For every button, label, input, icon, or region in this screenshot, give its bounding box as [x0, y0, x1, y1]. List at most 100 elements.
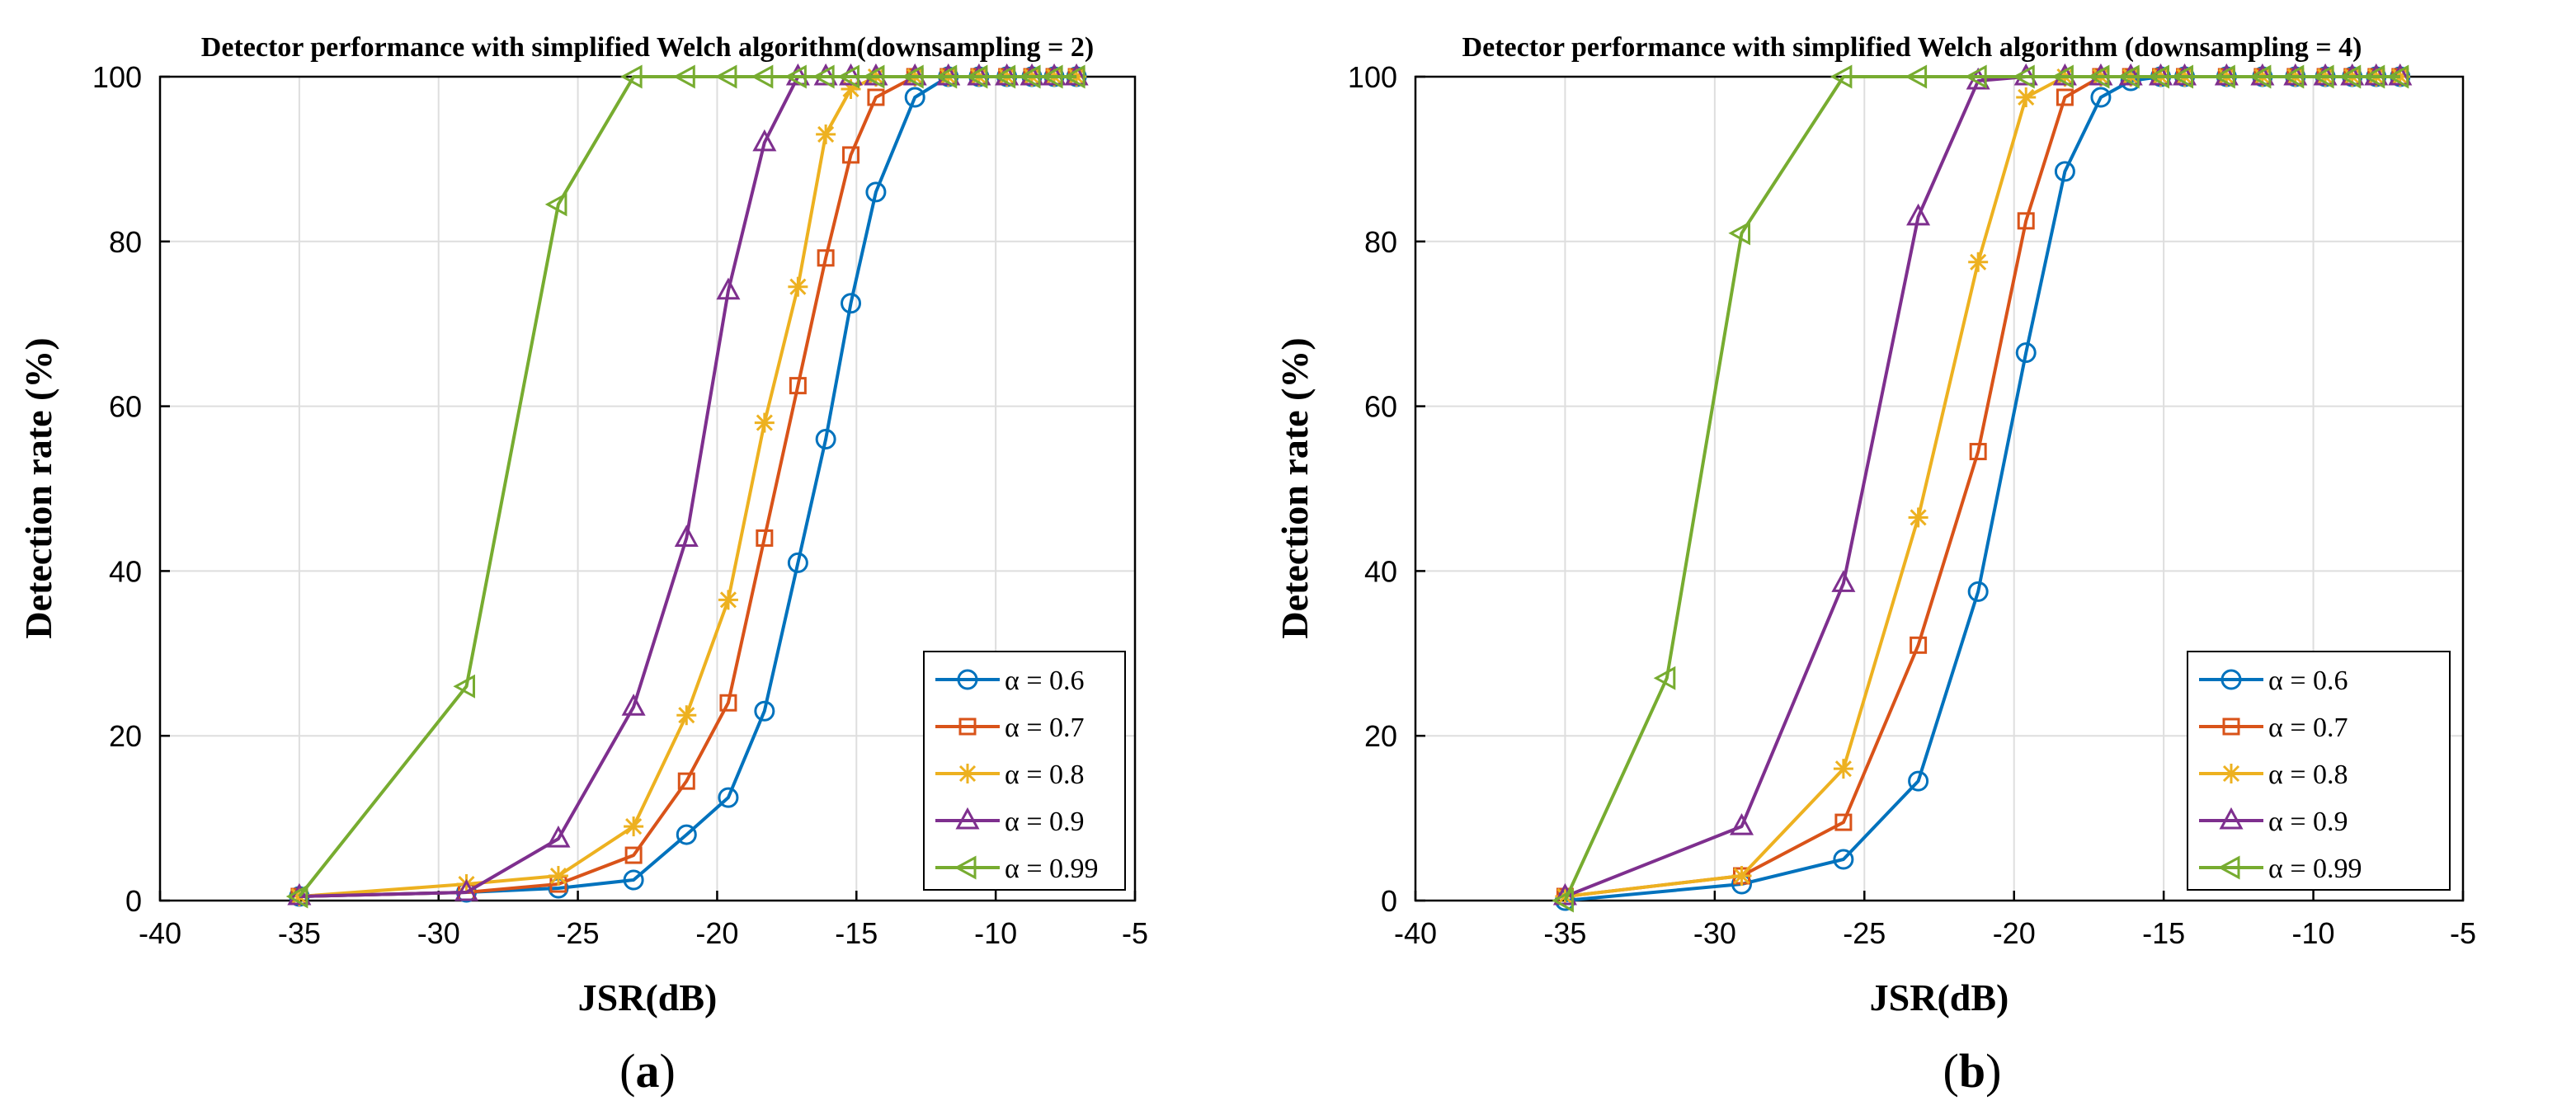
data-point [676, 824, 697, 845]
legend-entry: α = 0.8 [2199, 760, 2348, 790]
x-tick-label: -5 [2450, 916, 2476, 950]
y-axis: 0 20 40 60 80 100 [92, 60, 170, 918]
data-point [841, 293, 862, 314]
data-point [1831, 570, 1856, 592]
data-point [1834, 813, 1853, 831]
data-point [2015, 342, 2037, 364]
data-point [674, 525, 699, 547]
y-tick-label: 60 [1364, 390, 1397, 424]
x-tick-label: -25 [1843, 916, 1886, 950]
y-tick-label: 0 [125, 884, 142, 918]
data-point [752, 129, 777, 152]
data-point [1968, 252, 1989, 272]
panel-label: (b) [1943, 1044, 2002, 1098]
panel-letter: b [1959, 1044, 1985, 1098]
data-point [2171, 64, 2194, 89]
data-point [454, 878, 479, 901]
data-point [788, 276, 808, 297]
legend-entry: α = 0.99 [2199, 854, 2362, 884]
data-point [935, 64, 958, 89]
legend-entry: α = 0.8 [935, 760, 1085, 790]
legend-label: α = 0.6 [1005, 666, 1085, 696]
data-point [1552, 888, 1574, 913]
data-point [2386, 64, 2409, 89]
data-point [453, 674, 475, 699]
data-point [1729, 812, 1754, 835]
data-point [815, 429, 836, 450]
legend-entry: α = 0.9 [2199, 807, 2348, 837]
legend-marker [958, 764, 977, 783]
data-point [1830, 64, 1853, 89]
data-point [902, 64, 924, 89]
data-point [751, 64, 774, 89]
data-point [716, 277, 741, 300]
data-point [2311, 64, 2334, 89]
legend-marker [2219, 807, 2244, 830]
data-point [2213, 64, 2235, 89]
data-point [2117, 64, 2140, 89]
x-tick-label: -25 [557, 916, 600, 950]
data-point [2051, 64, 2074, 89]
y-tick-label: 20 [1364, 719, 1397, 753]
data-point [1906, 203, 1931, 226]
legend-marker [2221, 764, 2241, 783]
chart-title: Detector performance with simplified Wel… [201, 32, 1094, 63]
data-point [621, 694, 646, 716]
legend-entry: α = 0.6 [2199, 666, 2348, 696]
data-point [2090, 87, 2112, 108]
legend-label: α = 0.6 [2268, 666, 2348, 696]
legend-label: α = 0.8 [1005, 760, 1085, 790]
data-point [619, 64, 643, 89]
series-triangle-left [285, 64, 1085, 909]
data-point [2147, 64, 2170, 89]
y-tick-label: 100 [1348, 60, 1397, 94]
data-point [1969, 443, 1987, 461]
y-axis: 0 20 40 60 80 100 [1348, 60, 1425, 918]
data-point [673, 64, 695, 89]
data-point [714, 64, 737, 89]
legend-marker [958, 717, 977, 736]
data-point [993, 64, 1016, 89]
data-point [623, 869, 644, 891]
data-point [546, 825, 571, 848]
data-point [842, 146, 860, 164]
x-tick-label: -30 [1693, 916, 1736, 950]
y-tick-label: 80 [109, 225, 142, 259]
data-point [548, 866, 568, 887]
series-triangle-left [1552, 64, 2409, 913]
series-layer [1552, 63, 2413, 913]
chart-title: Detector performance with simplified Wel… [1462, 32, 2362, 63]
legend: α = 0.6 α = 0.7 α = 0.8 α = 0.9 α = 0.99 [2187, 651, 2451, 891]
data-point [544, 192, 567, 217]
data-point [2017, 212, 2035, 230]
y-tick-label: 20 [109, 719, 142, 753]
data-point [1905, 64, 1928, 89]
y-tick-label: 0 [1381, 884, 1397, 918]
data-point [816, 124, 836, 144]
x-tick-label: -40 [139, 916, 181, 950]
chart-panel-b: Detector performance with simplified Wel… [1274, 32, 2476, 1098]
data-point [789, 377, 807, 395]
data-point [2056, 88, 2074, 106]
legend-entry: α = 0.7 [2199, 713, 2348, 743]
x-axis: -40 -35 -30 -25 -20 -15 -10 -5 [1394, 891, 2476, 950]
data-point [2282, 64, 2305, 89]
data-point [1965, 64, 1987, 89]
data-point [1552, 882, 1577, 906]
data-point [754, 412, 775, 433]
legend-entry: α = 0.7 [935, 713, 1085, 743]
y-tick-label: 40 [109, 554, 142, 588]
data-point [904, 87, 925, 108]
data-point [1910, 636, 1928, 654]
data-point [2054, 161, 2075, 182]
data-point [719, 694, 737, 712]
y-tick-label: 80 [1364, 225, 1397, 259]
legend-box [923, 651, 1126, 891]
data-point [1833, 849, 1854, 870]
data-point [817, 249, 835, 267]
x-tick-label: -35 [278, 916, 321, 950]
x-tick-label: -10 [2292, 916, 2335, 950]
legend-label: α = 0.9 [1005, 807, 1085, 837]
legend-label: α = 0.99 [1005, 854, 1099, 884]
